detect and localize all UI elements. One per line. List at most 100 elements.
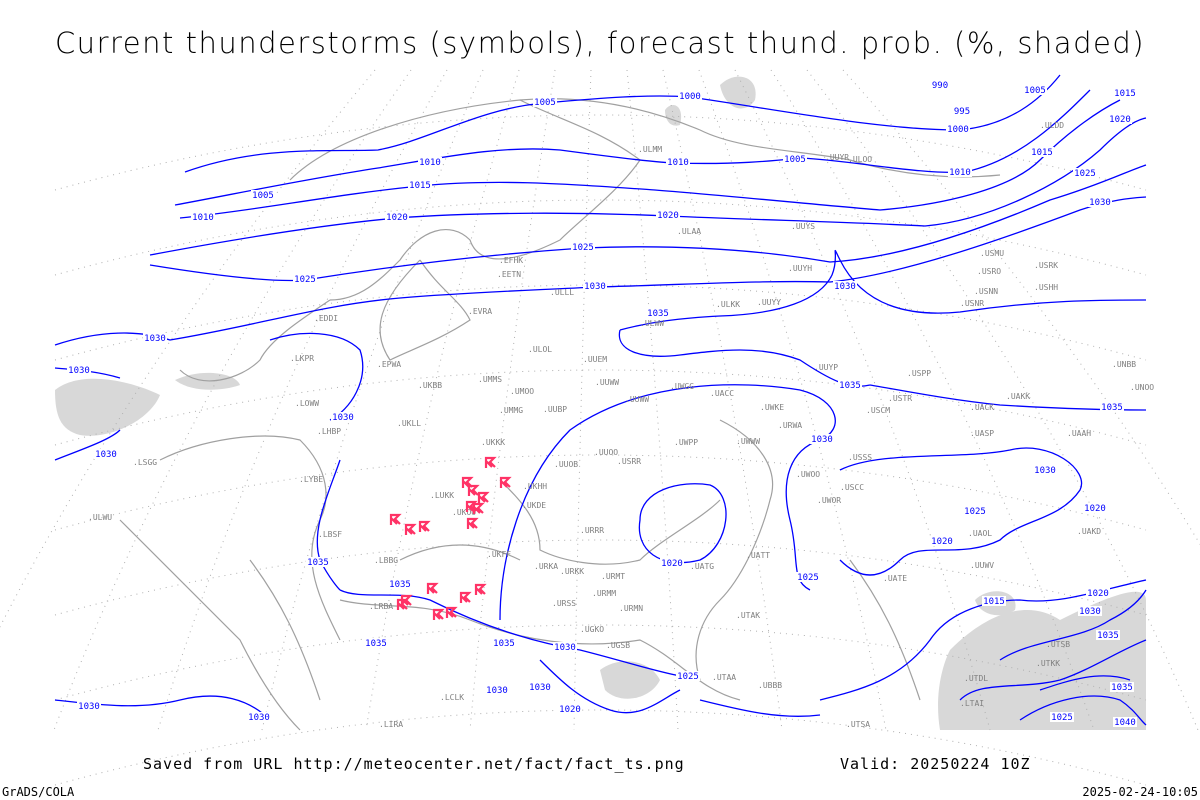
thunderstorm-icon bbox=[459, 591, 472, 603]
isobar-label-bg bbox=[666, 157, 690, 167]
isobar-line bbox=[638, 483, 727, 564]
isobar-label-bg bbox=[783, 154, 807, 164]
isobar-label-bg bbox=[678, 91, 702, 101]
station-label: .UKFF bbox=[487, 550, 511, 559]
station-label: .UTKK bbox=[1036, 659, 1060, 668]
station-label: .UAKD bbox=[1077, 527, 1101, 536]
isobar-label: 990 bbox=[932, 81, 948, 91]
isobar-label-bg bbox=[948, 167, 972, 177]
isobar-label-bg bbox=[528, 682, 552, 692]
isobar-label: 1030 bbox=[554, 643, 576, 653]
station-label: .LRBA bbox=[369, 602, 393, 611]
isobar-label-bg bbox=[982, 596, 1006, 606]
isobar-label: 1015 bbox=[1114, 89, 1136, 99]
station-label: .LKPR bbox=[290, 354, 314, 363]
station-label: .USRK bbox=[1034, 261, 1058, 270]
station-label: .URKK bbox=[560, 567, 584, 576]
isobar-label: 1035 bbox=[493, 639, 515, 649]
station-label: .UWKE bbox=[760, 403, 784, 412]
station-label: .USNN bbox=[974, 287, 998, 296]
station-labels: .ULAA .ULMM .ULOO .UUYS .UUYH .UUYY .ULKK .ULWW… bbox=[88, 121, 1154, 729]
isobar-label-bg bbox=[1110, 682, 1134, 692]
isobar-label: 1025 bbox=[1051, 713, 1073, 723]
station-label: .USCM bbox=[866, 406, 890, 415]
station-label: .UGKO bbox=[580, 625, 604, 634]
isobar-line bbox=[316, 459, 341, 591]
isobar-label-bg bbox=[930, 536, 954, 546]
probability-shade-area bbox=[720, 76, 756, 109]
station-label: .USPP bbox=[907, 369, 931, 378]
isobar-label: 1030 bbox=[248, 713, 270, 723]
station-label: .UATT bbox=[746, 551, 770, 560]
isobar-label-bg bbox=[928, 80, 952, 90]
station-label: .EVRA bbox=[468, 307, 492, 316]
station-label: .LTAI bbox=[960, 699, 984, 708]
isobar-label-bg bbox=[1100, 402, 1124, 412]
isobar-line bbox=[699, 699, 821, 717]
station-label: .UNOO bbox=[1130, 383, 1154, 392]
station-label: .UGSB bbox=[606, 641, 630, 650]
isobar-label-bg bbox=[1030, 147, 1054, 157]
isobar-label-bg bbox=[1033, 465, 1057, 475]
isobar-label-bg bbox=[660, 558, 684, 568]
station-label: .UNBB bbox=[1112, 360, 1136, 369]
station-label: .EFHK bbox=[499, 256, 523, 265]
station-label: .UACC bbox=[710, 389, 734, 398]
isobar-label: 1025 bbox=[677, 672, 699, 682]
meridian-line bbox=[365, 69, 520, 731]
station-label: .LHBP bbox=[317, 427, 341, 436]
probability-shade-area bbox=[665, 105, 682, 126]
station-label: .UUWW bbox=[625, 395, 649, 404]
thunderstorm-icon bbox=[472, 502, 485, 514]
station-label: .UUEM bbox=[583, 355, 607, 364]
station-label: .ULLL bbox=[550, 288, 574, 297]
station-label: .EDDI bbox=[314, 314, 338, 323]
isobar-label-bg bbox=[418, 157, 442, 167]
station-label: .ULWW bbox=[640, 319, 664, 328]
isobar-label-bg bbox=[1088, 197, 1112, 207]
isobar-label: 1010 bbox=[419, 158, 441, 168]
isobar-label: 1035 bbox=[389, 580, 411, 590]
isobar-label-bg bbox=[67, 365, 91, 375]
isobar-label: 1010 bbox=[949, 168, 971, 178]
isobar-label: 1005 bbox=[1024, 86, 1046, 96]
isobar-label-bg bbox=[646, 308, 670, 318]
station-label: .UWOO bbox=[796, 470, 820, 479]
station-label: .EPWA bbox=[377, 360, 401, 369]
station-label: .UKOO bbox=[452, 508, 476, 517]
meridian-line bbox=[469, 69, 556, 731]
station-label: .USCC bbox=[840, 483, 864, 492]
isobar-label-bg bbox=[571, 242, 595, 252]
station-label: .UUOB bbox=[554, 460, 578, 469]
thunderstorm-symbols bbox=[389, 456, 512, 620]
isobar-label: 1030 bbox=[1034, 466, 1056, 476]
isobar-label: 1025 bbox=[294, 275, 316, 285]
station-label: .ULWU bbox=[88, 513, 112, 522]
isobar-label-bg bbox=[1073, 168, 1097, 178]
station-label: .UMOO bbox=[510, 387, 534, 396]
isobar-line bbox=[819, 579, 1147, 701]
isobar-line bbox=[618, 329, 871, 387]
isobar-label: 1030 bbox=[811, 435, 833, 445]
isobar-label-bg bbox=[1086, 588, 1110, 598]
station-label: .LBSF bbox=[318, 530, 342, 539]
coastline bbox=[519, 98, 1001, 178]
station-label: .ULDD bbox=[1040, 121, 1064, 130]
coastline bbox=[289, 99, 641, 301]
isobar-label: 1035 bbox=[647, 309, 669, 319]
meridian-line bbox=[261, 69, 484, 731]
isobar-label: 1015 bbox=[983, 597, 1005, 607]
station-label: .LCLK bbox=[440, 693, 464, 702]
isobar-label-bg bbox=[485, 685, 509, 695]
station-label: .USSS bbox=[848, 453, 872, 462]
coastline bbox=[159, 435, 341, 641]
isobar-label: 995 bbox=[954, 107, 970, 117]
isobar-label: 1030 bbox=[68, 366, 90, 376]
isobar-label: 1020 bbox=[661, 559, 683, 569]
isobar-label: 1030 bbox=[144, 334, 166, 344]
isobar-line bbox=[1039, 675, 1131, 691]
thunderstorm-icon bbox=[418, 520, 431, 532]
isobar-label-bg bbox=[796, 572, 820, 582]
probability-shade-area bbox=[55, 378, 160, 436]
station-label: .UUWW bbox=[595, 378, 619, 387]
